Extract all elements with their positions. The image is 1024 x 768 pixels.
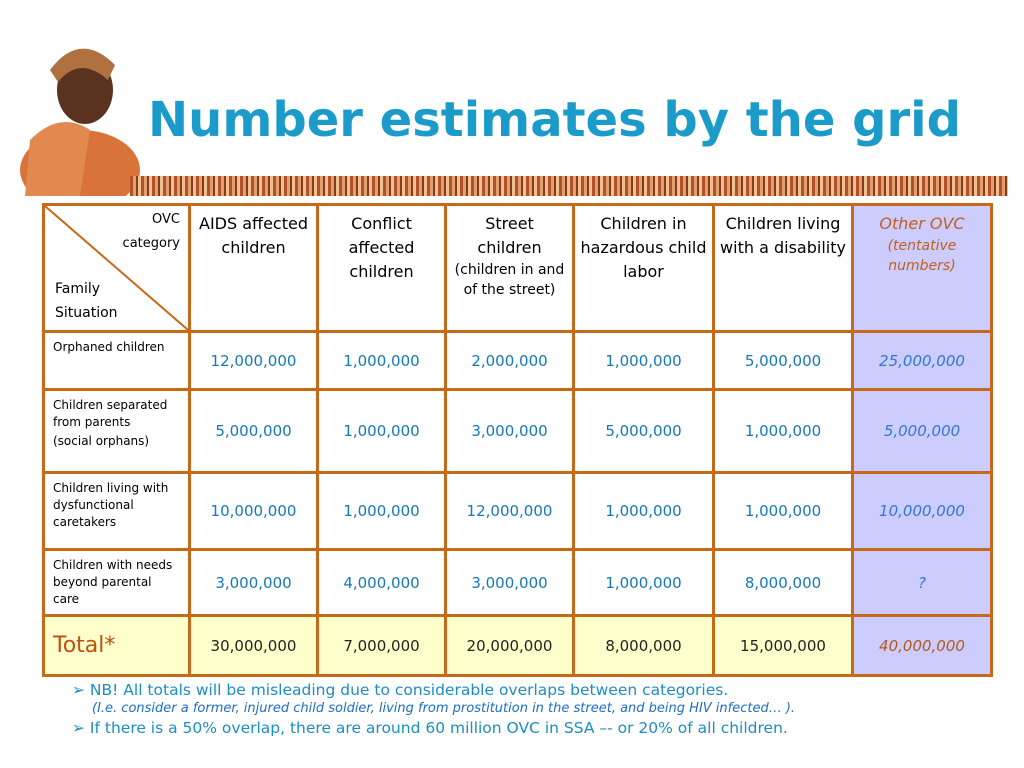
- column-label: Street children: [477, 214, 542, 257]
- cell: 3,000,000: [444, 388, 575, 474]
- cell: 1,000,000: [712, 388, 854, 474]
- row: Children with needs beyond parental care…: [42, 548, 993, 617]
- cell: 12,000,000: [188, 330, 319, 391]
- decorative-band: [130, 176, 1008, 196]
- row-label: Orphaned children: [42, 330, 191, 391]
- cell: 8,000,000: [712, 548, 854, 617]
- total-cell: 15,000,000: [712, 614, 854, 677]
- row-label-text: Orphaned children: [53, 340, 165, 354]
- cell: 1,000,000: [316, 330, 447, 391]
- header-row: OVC category Family Situation AIDS affected …: [42, 203, 993, 333]
- cell: 4,000,000: [316, 548, 447, 617]
- total-cell: 8,000,000: [572, 614, 715, 677]
- cell: 2,000,000: [444, 330, 575, 391]
- cell: 5,000,000: [572, 388, 715, 474]
- row-label: Children with needs beyond parental care: [42, 548, 191, 617]
- column-header: Street children (children in and of the s…: [444, 203, 575, 333]
- title: Number estimates by the grid: [148, 92, 961, 148]
- column-label: Conflict affected children: [348, 214, 415, 281]
- cell: 10,000,000: [188, 471, 319, 551]
- note: NB! All totals will be misleading due to…: [72, 681, 1012, 699]
- cell: 5,000,000: [188, 388, 319, 474]
- corner-bottom: Family: [55, 281, 101, 297]
- total-row: Total* 30,000,000 7,000,000 20,000,000 8,000…: [42, 614, 993, 677]
- note: If there is a 50% overlap, there are aro…: [72, 719, 1012, 737]
- column-note: (tentative numbers): [887, 238, 957, 274]
- corner-top: OVC: [152, 212, 180, 227]
- column-note: (children in and of the street): [454, 262, 565, 298]
- column-label: Children living with a disability: [720, 214, 846, 257]
- corner-cell: OVC category Family Situation: [42, 203, 191, 333]
- row-label-text: Children living with dysfunctional caret…: [53, 481, 169, 529]
- row: Children separated from parents (social o…: [42, 388, 993, 474]
- column-header: AIDS affected children: [188, 203, 319, 333]
- cell: 10,000,000: [851, 471, 993, 551]
- total-label: Total*: [42, 614, 191, 677]
- note-detail: (I.e. consider a former, injured child s…: [92, 701, 796, 716]
- cell: 12,000,000: [444, 471, 575, 551]
- cell: ?: [851, 548, 993, 617]
- diagonal: [45, 206, 188, 330]
- row-note: (social orphans): [53, 434, 150, 448]
- row-label: Children living with dysfunctional caret…: [42, 471, 191, 551]
- total-cell: 20,000,000: [444, 614, 575, 677]
- corner-bottom: Situation: [55, 305, 118, 321]
- cell: 3,000,000: [444, 548, 575, 617]
- total-cell: 7,000,000: [316, 614, 447, 677]
- notes: NB! All totals will be misleading due to…: [72, 681, 1012, 739]
- cell: 1,000,000: [316, 471, 447, 551]
- corner-top: category: [122, 236, 180, 251]
- row: Orphaned children 12,000,000 1,000,000 2,00…: [42, 330, 993, 391]
- column-header: Children in hazardous child labor: [572, 203, 715, 333]
- table: OVC category Family Situation AIDS affected …: [42, 203, 993, 677]
- cell: 5,000,000: [851, 388, 993, 474]
- row: Children living with dysfunctional caret…: [42, 471, 993, 551]
- cell: 5,000,000: [712, 330, 854, 391]
- row-label: Children separated from parents (social o…: [42, 388, 191, 474]
- diagonal-line: [45, 206, 188, 330]
- cell: 1,000,000: [572, 471, 715, 551]
- total-cell: 30,000,000: [188, 614, 319, 677]
- column-header: Other OVC (tentative numbers): [851, 203, 993, 333]
- total-cell: 40,000,000: [851, 614, 993, 677]
- photo: [20, 48, 140, 196]
- column-label: Other OVC: [879, 214, 965, 233]
- cell: 1,000,000: [316, 388, 447, 474]
- column-header: Children living with a disability: [712, 203, 854, 333]
- column-label: Children in hazardous child labor: [580, 214, 707, 281]
- column-label: AIDS affected children: [199, 214, 308, 257]
- cell: 1,000,000: [572, 330, 715, 391]
- cell: 1,000,000: [572, 548, 715, 617]
- row-label-text: Children separated from parents: [53, 398, 168, 429]
- row-label-text: Children with needs beyond parental care: [53, 558, 173, 606]
- cell: 1,000,000: [712, 471, 854, 551]
- cell: 3,000,000: [188, 548, 319, 617]
- column-header: Conflict affected children: [316, 203, 447, 333]
- cell: 25,000,000: [851, 330, 993, 391]
